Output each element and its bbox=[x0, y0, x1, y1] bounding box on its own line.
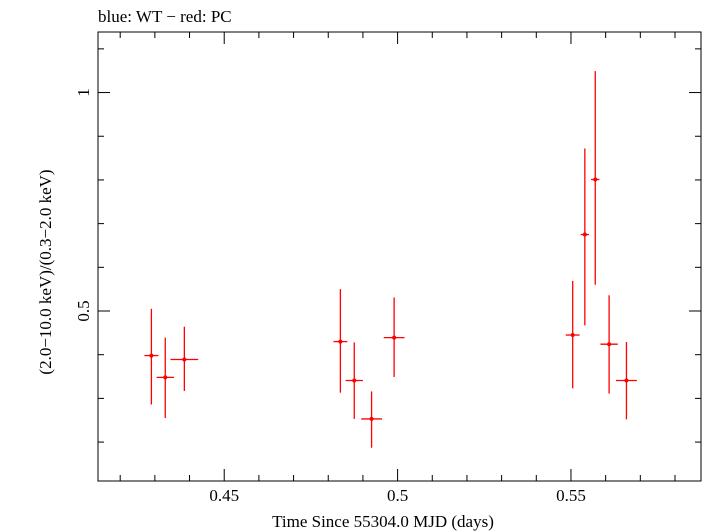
point-marker bbox=[149, 353, 154, 358]
data-points bbox=[144, 71, 637, 448]
data-point bbox=[361, 391, 382, 448]
point-marker bbox=[163, 375, 168, 380]
y-axis-label: (2.0−10.0 keV)/(0.3−2.0 keV) bbox=[36, 169, 55, 374]
point-marker bbox=[607, 342, 612, 347]
data-point bbox=[580, 148, 589, 326]
point-marker bbox=[338, 339, 343, 344]
data-point bbox=[345, 342, 363, 419]
y-axis: 0.51 bbox=[74, 48, 701, 443]
x-axis: 0.45 0.5 0.55 bbox=[119, 32, 676, 505]
point-marker bbox=[570, 333, 575, 338]
data-point bbox=[144, 308, 159, 405]
x-tick-label: 0.55 bbox=[556, 486, 586, 505]
point-marker bbox=[593, 177, 598, 182]
data-point bbox=[333, 289, 348, 393]
data-point bbox=[565, 280, 580, 389]
data-point bbox=[600, 295, 618, 394]
x-tick-label: 0.5 bbox=[387, 486, 408, 505]
data-point bbox=[383, 297, 405, 377]
chart-title: blue: WT − red: PC bbox=[98, 7, 232, 26]
point-marker bbox=[182, 357, 187, 362]
point-marker bbox=[582, 232, 587, 237]
data-point bbox=[616, 342, 637, 420]
data-point bbox=[170, 326, 199, 391]
x-axis-label: Time Since 55304.0 MJD (days) bbox=[272, 512, 494, 531]
x-tick-label: 0.45 bbox=[209, 486, 239, 505]
data-point bbox=[156, 337, 174, 419]
point-marker bbox=[369, 416, 374, 421]
point-marker bbox=[624, 378, 629, 383]
data-point bbox=[591, 71, 600, 285]
point-marker bbox=[392, 335, 397, 340]
plot-frame bbox=[97, 31, 702, 482]
y-tick-label: 1 bbox=[74, 88, 93, 97]
point-marker bbox=[352, 378, 357, 383]
y-tick-label: 0.5 bbox=[74, 300, 93, 321]
